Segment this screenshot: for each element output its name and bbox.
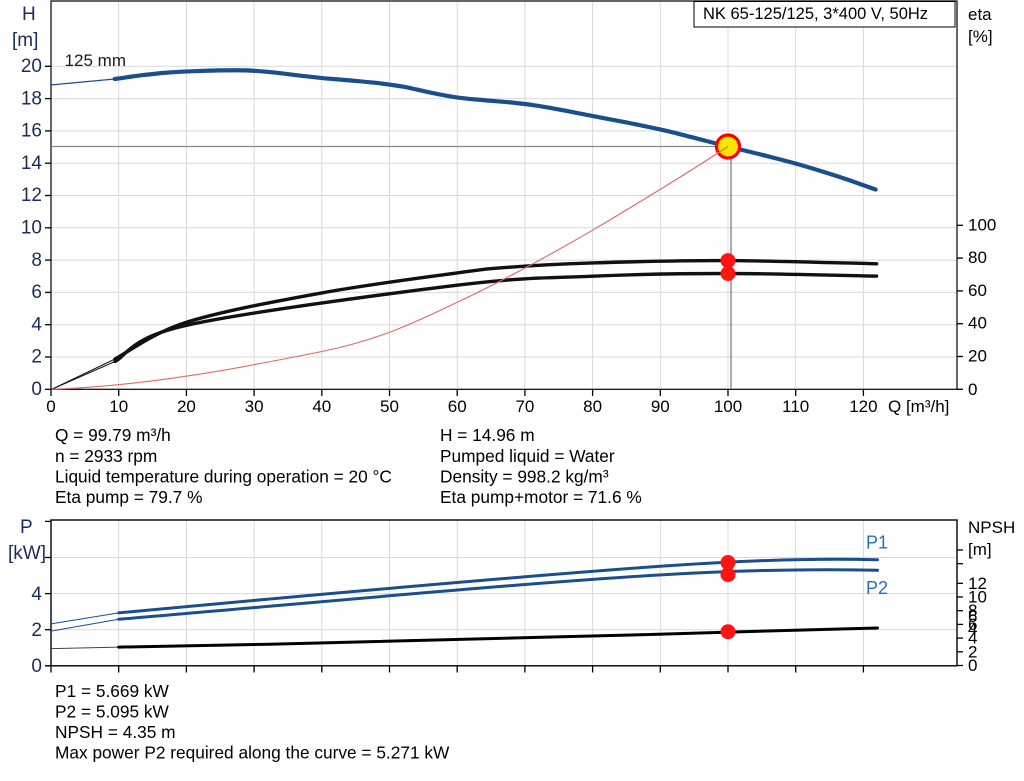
svg-text:Eta pump = 79.7 %: Eta pump = 79.7 %: [55, 487, 202, 507]
svg-text:[%]: [%]: [968, 27, 993, 46]
svg-text:10: 10: [21, 218, 42, 239]
svg-text:[kW]: [kW]: [8, 543, 46, 564]
svg-text:4: 4: [31, 584, 42, 605]
svg-text:110: 110: [782, 397, 809, 416]
svg-text:H: H: [22, 4, 36, 25]
svg-text:60: 60: [968, 281, 987, 300]
svg-text:80: 80: [968, 248, 987, 267]
svg-text:Pumped liquid = Water: Pumped liquid = Water: [440, 446, 615, 466]
svg-text:[m]: [m]: [968, 540, 992, 559]
svg-text:eta: eta: [968, 5, 992, 24]
svg-text:60: 60: [448, 397, 467, 416]
svg-text:100: 100: [714, 397, 742, 416]
svg-text:0: 0: [968, 380, 977, 399]
svg-text:n = 2933 rpm: n = 2933 rpm: [55, 446, 157, 466]
svg-text:4: 4: [968, 620, 977, 639]
svg-text:P2: P2: [866, 578, 888, 598]
svg-text:Q = 99.79 m³/h: Q = 99.79 m³/h: [55, 425, 171, 445]
svg-text:H = 14.96 m: H = 14.96 m: [440, 425, 535, 445]
svg-text:20: 20: [968, 347, 987, 366]
svg-text:Q [m³/h]: Q [m³/h]: [888, 397, 949, 416]
svg-text:12: 12: [21, 185, 42, 206]
svg-text:2: 2: [31, 620, 42, 641]
svg-text:P1 = 5.669 kW: P1 = 5.669 kW: [55, 681, 170, 701]
svg-text:125 mm: 125 mm: [65, 51, 126, 70]
svg-text:Density = 998.2 kg/m³: Density = 998.2 kg/m³: [440, 467, 609, 487]
svg-text:90: 90: [651, 397, 670, 416]
svg-text:4: 4: [31, 314, 42, 335]
svg-text:70: 70: [515, 397, 534, 416]
svg-text:20: 20: [177, 397, 196, 416]
svg-text:6: 6: [31, 282, 42, 303]
svg-text:0: 0: [31, 379, 42, 400]
svg-text:20: 20: [21, 56, 42, 77]
svg-text:30: 30: [245, 397, 264, 416]
svg-text:Eta pump+motor = 71.6 %: Eta pump+motor = 71.6 %: [440, 487, 642, 507]
svg-text:P1: P1: [866, 533, 888, 553]
svg-text:0: 0: [31, 656, 42, 677]
svg-text:NPSH: NPSH: [968, 518, 1015, 537]
svg-text:Max power P2 required along th: Max power P2 required along the curve = …: [55, 743, 450, 763]
svg-text:14: 14: [21, 153, 43, 174]
svg-text:50: 50: [380, 397, 399, 416]
svg-text:[m]: [m]: [12, 30, 38, 51]
svg-text:40: 40: [968, 314, 987, 333]
svg-text:0: 0: [46, 397, 55, 416]
svg-text:8: 8: [31, 250, 42, 271]
svg-text:12: 12: [968, 574, 987, 593]
svg-text:40: 40: [312, 397, 331, 416]
svg-text:80: 80: [583, 397, 602, 416]
svg-text:18: 18: [21, 88, 42, 109]
svg-text:Liquid temperature during oper: Liquid temperature during operation = 20…: [55, 467, 392, 487]
svg-text:10: 10: [109, 397, 128, 416]
svg-text:120: 120: [849, 397, 877, 416]
svg-text:100: 100: [968, 215, 996, 234]
svg-text:P2 = 5.095 kW: P2 = 5.095 kW: [55, 702, 170, 722]
svg-text:NK 65-125/125, 3*400 V, 50Hz: NK 65-125/125, 3*400 V, 50Hz: [703, 5, 928, 23]
svg-text:P: P: [20, 517, 33, 538]
svg-text:2: 2: [31, 347, 42, 368]
svg-text:NPSH = 4.35 m: NPSH = 4.35 m: [55, 722, 176, 742]
svg-text:16: 16: [21, 121, 42, 142]
